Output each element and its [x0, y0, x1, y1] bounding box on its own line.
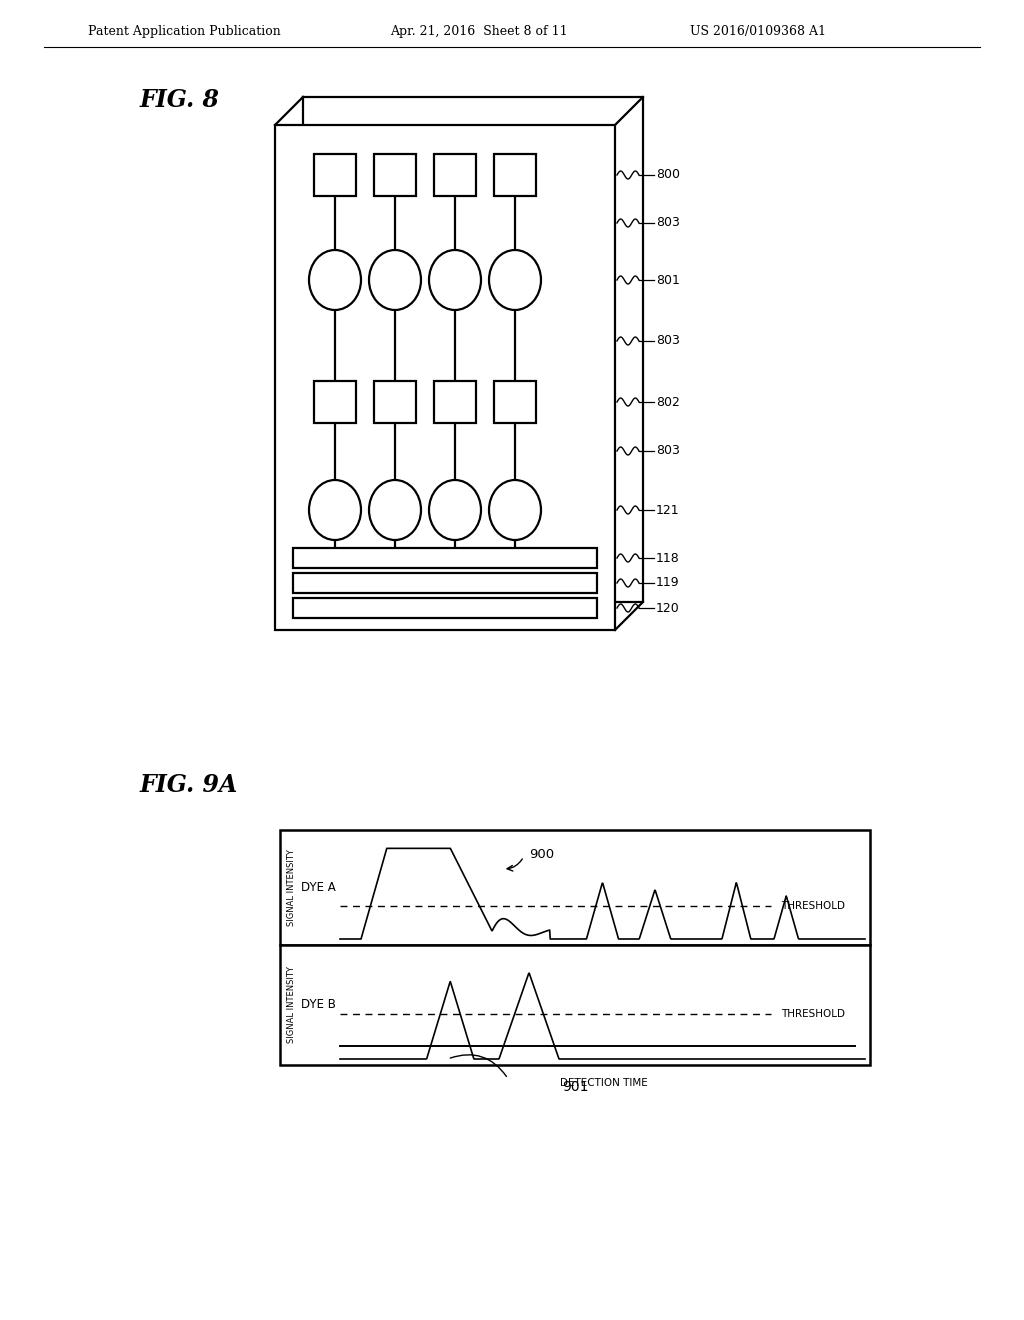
Text: 120: 120 — [656, 602, 680, 615]
Text: 803: 803 — [656, 445, 680, 458]
Ellipse shape — [369, 249, 421, 310]
Polygon shape — [374, 154, 416, 195]
Text: DETECTION TIME: DETECTION TIME — [560, 1077, 648, 1088]
Polygon shape — [314, 154, 356, 195]
Text: 803: 803 — [656, 334, 680, 347]
Polygon shape — [434, 381, 476, 422]
Text: 118: 118 — [656, 552, 680, 565]
Text: SIGNAL INTENSITY: SIGNAL INTENSITY — [288, 849, 297, 925]
Text: 801: 801 — [656, 273, 680, 286]
Text: FIG. 8: FIG. 8 — [140, 88, 220, 112]
Polygon shape — [434, 154, 476, 195]
Text: THRESHOLD: THRESHOLD — [781, 902, 845, 911]
Polygon shape — [293, 548, 597, 568]
Text: SIGNAL INTENSITY: SIGNAL INTENSITY — [288, 966, 297, 1043]
Polygon shape — [293, 573, 597, 593]
Text: US 2016/0109368 A1: US 2016/0109368 A1 — [690, 25, 826, 38]
Text: 800: 800 — [656, 169, 680, 181]
Polygon shape — [494, 154, 536, 195]
Polygon shape — [280, 830, 870, 945]
Polygon shape — [275, 125, 615, 630]
Text: 119: 119 — [656, 577, 680, 590]
Text: DYE A: DYE A — [301, 880, 336, 894]
Ellipse shape — [309, 480, 361, 540]
Text: Apr. 21, 2016  Sheet 8 of 11: Apr. 21, 2016 Sheet 8 of 11 — [390, 25, 567, 38]
Text: FIG. 9A: FIG. 9A — [140, 774, 239, 797]
Ellipse shape — [429, 480, 481, 540]
Polygon shape — [280, 945, 870, 1065]
Text: 900: 900 — [529, 847, 554, 861]
Text: 121: 121 — [656, 503, 680, 516]
Polygon shape — [293, 598, 597, 618]
Ellipse shape — [489, 480, 541, 540]
Polygon shape — [374, 381, 416, 422]
Ellipse shape — [489, 249, 541, 310]
Text: THRESHOLD: THRESHOLD — [781, 1008, 845, 1019]
Text: 803: 803 — [656, 216, 680, 230]
Polygon shape — [314, 381, 356, 422]
Text: Patent Application Publication: Patent Application Publication — [88, 25, 281, 38]
Text: DYE B: DYE B — [301, 998, 336, 1011]
Ellipse shape — [429, 249, 481, 310]
Text: 802: 802 — [656, 396, 680, 408]
Text: 901: 901 — [562, 1080, 588, 1094]
Ellipse shape — [369, 480, 421, 540]
Ellipse shape — [309, 249, 361, 310]
Polygon shape — [494, 381, 536, 422]
